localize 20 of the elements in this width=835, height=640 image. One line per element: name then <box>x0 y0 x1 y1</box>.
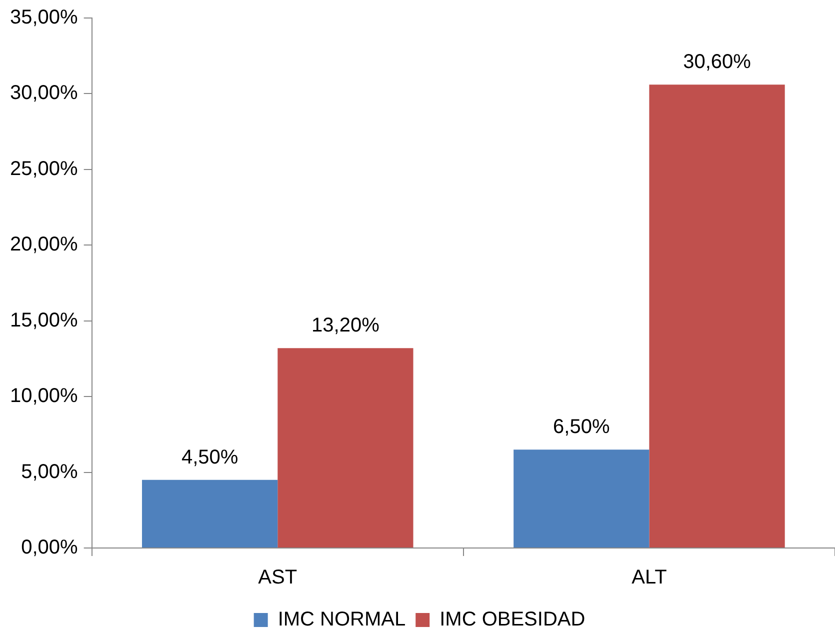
bar <box>649 84 785 548</box>
y-tick-label: 35,00% <box>10 6 78 29</box>
data-label: 13,20% <box>312 314 380 337</box>
y-tick-label: 10,00% <box>10 385 78 408</box>
x-tick-label: ALT <box>632 566 667 589</box>
bar <box>514 450 650 548</box>
y-tick-label: 20,00% <box>10 234 78 256</box>
legend-label: IMC OBESIDAD <box>440 608 586 631</box>
legend-label: IMC NORMAL <box>278 608 406 631</box>
y-tick-label: 25,00% <box>10 158 78 180</box>
bar <box>142 480 278 548</box>
data-label: 30,60% <box>683 51 752 74</box>
y-tick-label: 15,00% <box>10 309 78 332</box>
bar <box>278 348 414 548</box>
data-label: 4,50% <box>181 446 238 468</box>
data-label: 6,50% <box>553 416 610 438</box>
y-tick-label: 5,00% <box>21 460 78 483</box>
x-tick-label: AST <box>258 566 298 589</box>
y-tick-label: 0,00% <box>21 536 78 559</box>
y-tick-label: 30,00% <box>10 82 78 104</box>
